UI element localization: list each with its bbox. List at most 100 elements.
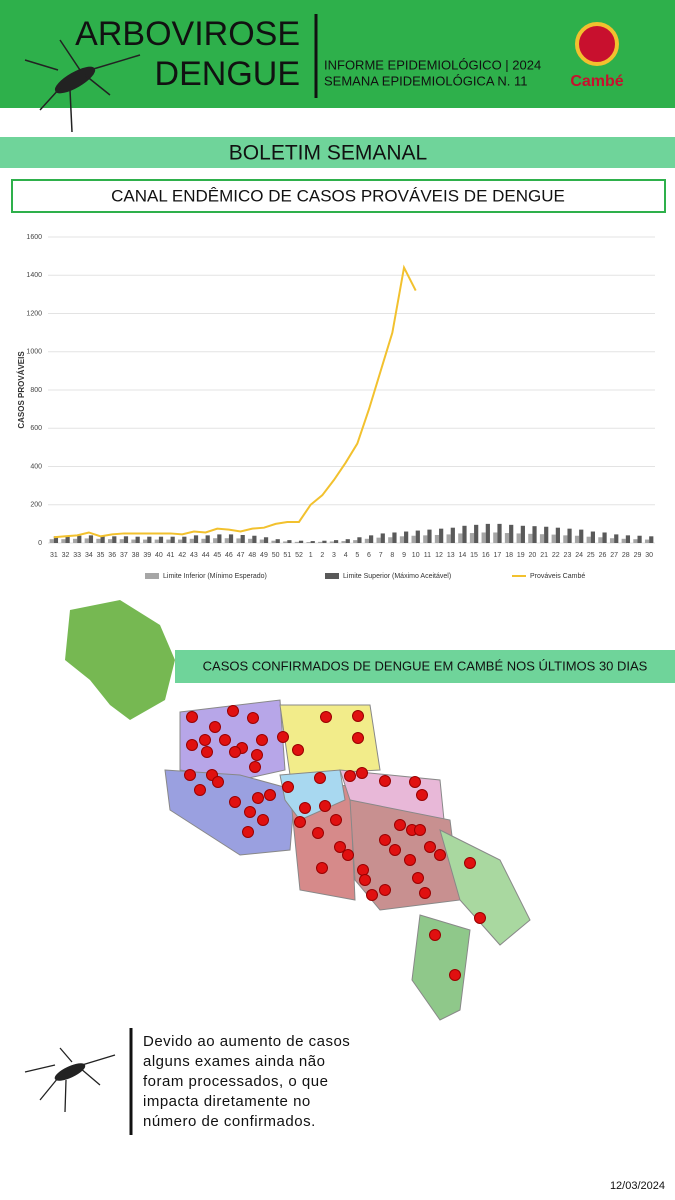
bar [509, 524, 514, 543]
case-dot [416, 789, 428, 801]
bar [637, 535, 642, 543]
info: INFORME EPIDEMIOLÓGICO | 2024 [324, 57, 541, 72]
bar [217, 534, 222, 543]
bar [520, 525, 525, 543]
bar [123, 536, 129, 543]
note-line: foram processados, o que [143, 1073, 328, 1090]
x-tick-label: 5 [355, 552, 359, 559]
case-dot [352, 710, 364, 722]
x-tick-label: 23 [564, 552, 572, 559]
y-tick-label: 1200 [26, 310, 42, 317]
x-tick-label: 39 [143, 552, 151, 559]
bar [532, 526, 537, 543]
bar [131, 539, 136, 543]
case-dot [464, 857, 476, 869]
bar [353, 540, 358, 543]
bar [485, 523, 490, 543]
bar [579, 529, 584, 543]
case-dot [184, 769, 196, 781]
bar [411, 535, 416, 543]
bar [539, 534, 545, 543]
case-dot [344, 770, 356, 782]
case-dot [404, 854, 416, 866]
line [53, 264, 417, 539]
case-dot [389, 844, 401, 856]
x-tick-label: 11 [424, 552, 431, 559]
bar [61, 539, 66, 543]
case-dot [319, 800, 331, 812]
x-tick-label: 35 [97, 552, 105, 559]
x-tick-label: 4 [344, 552, 348, 559]
case-dot [379, 775, 391, 787]
bar [446, 534, 451, 543]
case-dot [186, 739, 198, 751]
bar [143, 539, 148, 543]
bar [625, 535, 631, 543]
y-tick-label: 600 [30, 425, 42, 432]
bar [271, 540, 276, 543]
bar [649, 536, 654, 543]
x-tick-label: 21 [540, 552, 548, 559]
x-tick-label: 42 [178, 552, 186, 559]
case-dot [379, 884, 391, 896]
logo: Cambé [570, 73, 623, 90]
bar [72, 538, 78, 543]
y-tick-label: 200 [30, 502, 42, 509]
banner [0, 137, 675, 168]
x-tick-label: 13 [447, 552, 455, 559]
x-tick-label: 17 [494, 552, 502, 559]
bar [345, 539, 350, 543]
x-tick-label: 52 [295, 552, 303, 559]
bar [318, 541, 323, 543]
bar [84, 538, 89, 543]
x-tick-label: 46 [225, 552, 233, 559]
case-dot [256, 734, 268, 746]
case-dot [227, 705, 239, 717]
bar [567, 528, 572, 543]
x-tick-label: 41 [167, 552, 175, 559]
bar [294, 541, 299, 543]
case-dot [414, 824, 426, 836]
x-tick-label: 25 [587, 552, 595, 559]
mosquito [24, 39, 141, 133]
x-tick-label: 29 [634, 552, 642, 559]
bar [415, 530, 420, 543]
bar [112, 536, 117, 543]
case-dot [312, 827, 324, 839]
bar [275, 539, 280, 543]
legend-swatch [325, 573, 339, 579]
bar [474, 524, 479, 543]
case-dot [292, 744, 304, 756]
case-dot [314, 772, 326, 784]
x-tick-label: 8 [390, 552, 394, 559]
bar [544, 526, 549, 543]
x-tick-label: 1 [309, 552, 313, 559]
case-dot [212, 776, 224, 788]
chart-title: CANAL ENDÊMICO DE CASOS PROVÁVEIS DE DEN… [111, 186, 565, 205]
case-dot [247, 712, 259, 724]
y-axis-label: CASOS PROVÁVEIS [17, 351, 26, 429]
x-tick-label: 12 [435, 552, 443, 559]
case-dot [394, 819, 406, 831]
case-dot [357, 864, 369, 876]
bar [399, 536, 405, 543]
x-tick-label: 19 [517, 552, 525, 559]
case-dot [412, 872, 424, 884]
bar [205, 535, 210, 543]
title: ARBOVIROSE [75, 15, 300, 53]
x-tick-label: 48 [248, 552, 256, 559]
y-tick-label: 1400 [26, 272, 42, 279]
bar [439, 528, 444, 543]
bar [551, 534, 556, 543]
case-dot [199, 734, 211, 746]
x-tick-label: 14 [458, 552, 466, 559]
case-dot [194, 784, 206, 796]
case-dot [429, 929, 441, 941]
x-tick-label: 37 [120, 552, 128, 559]
bar [53, 536, 59, 543]
info: SEMANA EPIDEMIOLÓGICA N. 11 [324, 73, 528, 88]
bar [158, 536, 164, 543]
map-title: CASOS CONFIRMADOS DE DENGUE EM CAMBÉ NOS… [203, 658, 648, 673]
